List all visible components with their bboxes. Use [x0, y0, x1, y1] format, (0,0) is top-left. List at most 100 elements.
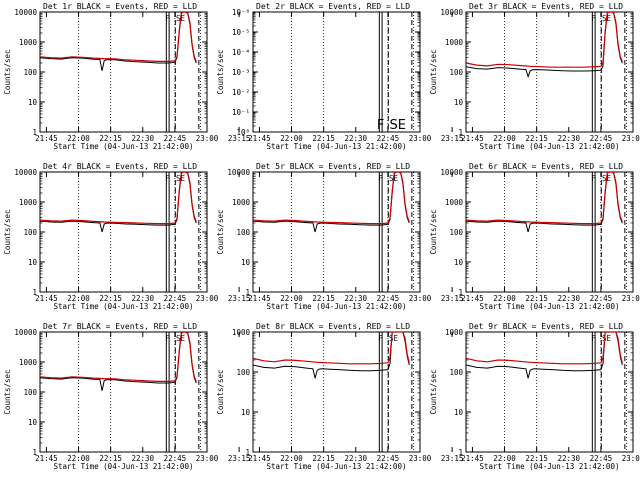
x-tick-label: 23:00 [409, 294, 432, 303]
panel-det-6r: Det 6r BLACK = Events, RED = LLD Counts/s… [429, 162, 640, 311]
x-tick-label: 22:30 [131, 454, 154, 463]
y-tick-label: 10⁻² [232, 88, 250, 97]
x-tick-label: 22:15 [99, 454, 122, 463]
x-tick-label: 23:15 [228, 134, 251, 143]
y-tick-label: 10000 [14, 168, 37, 177]
plot-frame [39, 331, 208, 453]
y-tick-label: 10⁰ [236, 128, 250, 137]
x-axis-label: Start Time (04-Jun-13 21:42:00) [54, 462, 194, 471]
y-tick-label: 1 [32, 448, 37, 457]
y-tick-label: 10000 [14, 8, 37, 17]
marker-F: F [165, 334, 170, 343]
panel-title: Det 6r BLACK = Events, RED = LLD [469, 162, 623, 171]
x-tick-label: 22:45 [377, 134, 400, 143]
y-axis-label: Counts/sec [216, 49, 225, 94]
x-tick-label: 21:45 [461, 134, 484, 143]
y-tick-label: 1000 [19, 358, 38, 367]
y-tick-label: 10000 [440, 168, 463, 177]
panel-det-4r: Det 4r BLACK = Events, RED = LLD Counts/s… [3, 162, 250, 311]
y-tick-label: 1 [458, 128, 463, 137]
y-tick-label: 10 [241, 408, 251, 417]
series-lld [466, 12, 623, 68]
plot-frame [465, 331, 634, 453]
plot-frame [39, 11, 208, 133]
series-lld [40, 332, 197, 382]
y-tick-label: 10⁻³ [232, 68, 250, 77]
panel-det-9r: Det 9r BLACK = Events, RED = LLD Counts/s… [429, 322, 640, 471]
marker-F: F [165, 174, 170, 183]
y-tick-label: 1 [32, 288, 37, 297]
x-tick-label: 22:00 [67, 454, 90, 463]
y-axis-label: Counts/sec [429, 49, 438, 94]
series-events [466, 332, 623, 379]
x-tick-label: 22:15 [525, 294, 548, 303]
marker-SE: SE [602, 334, 612, 343]
y-tick-label: 1 [245, 288, 250, 297]
y-tick-label: 10 [454, 98, 464, 107]
x-tick-label: 22:30 [557, 134, 580, 143]
y-tick-label: 100 [23, 68, 37, 77]
panel-title: Det 3r BLACK = Events, RED = LLD [469, 2, 623, 11]
y-tick-label: 10 [28, 418, 38, 427]
y-tick-label: 1 [32, 128, 37, 137]
y-tick-label: 1 [458, 288, 463, 297]
series-events [40, 12, 197, 71]
x-tick-label: 22:30 [557, 294, 580, 303]
panel-title: Det 7r BLACK = Events, RED = LLD [43, 322, 197, 331]
y-tick-label: 100 [23, 388, 37, 397]
x-tick-label: 23:00 [196, 294, 219, 303]
marker-F: F [378, 334, 383, 343]
y-tick-label: 10 [454, 408, 464, 417]
y-tick-label: 100 [236, 228, 250, 237]
x-tick-label: 23:00 [196, 454, 219, 463]
x-tick-label: 23:00 [196, 134, 219, 143]
x-axis-label: Start Time (04-Jun-13 21:42:00) [267, 462, 407, 471]
y-tick-label: 1000 [445, 38, 464, 47]
x-axis-label: Start Time (04-Jun-13 21:42:00) [480, 142, 620, 151]
x-tick-label: 23:15 [441, 294, 464, 303]
plot-frame [465, 11, 634, 133]
x-axis-label: Start Time (04-Jun-13 21:42:00) [480, 302, 620, 311]
panel-det-3r: Det 3r BLACK = Events, RED = LLD Counts/s… [429, 2, 640, 151]
x-tick-label: 23:00 [622, 454, 640, 463]
marker-SE: SE [390, 118, 406, 133]
series-lld [253, 172, 410, 225]
series-lld [40, 12, 197, 63]
marker-F: F [377, 118, 384, 133]
x-tick-label: 21:45 [35, 294, 58, 303]
y-tick-label: 1000 [19, 38, 38, 47]
x-tick-label: 22:15 [525, 454, 548, 463]
x-tick-label: 23:00 [409, 134, 432, 143]
plot-frame [252, 11, 421, 133]
marker-F: F [591, 14, 596, 23]
x-tick-label: 22:00 [280, 294, 303, 303]
x-tick-label: 22:15 [312, 454, 335, 463]
x-tick-label: 23:15 [228, 294, 251, 303]
x-tick-label: 22:00 [280, 134, 303, 143]
panel-title: Det 5r BLACK = Events, RED = LLD [256, 162, 410, 171]
x-tick-label: 23:15 [228, 454, 251, 463]
x-axis-label: Start Time (04-Jun-13 21:42:00) [54, 142, 194, 151]
plot-frame [252, 331, 421, 453]
marker-F: F [591, 334, 596, 343]
y-tick-label: 1000 [445, 198, 464, 207]
y-tick-label: 10 [241, 258, 251, 267]
x-axis-label: Start Time (04-Jun-13 21:42:00) [54, 302, 194, 311]
x-tick-label: 22:45 [590, 454, 613, 463]
y-tick-label: 10⁻⁴ [232, 48, 250, 57]
y-tick-label: 10 [28, 258, 38, 267]
y-tick-label: 1 [458, 448, 463, 457]
y-tick-label: 100 [449, 228, 463, 237]
x-tick-label: 23:00 [409, 454, 432, 463]
y-tick-label: 10000 [14, 328, 37, 337]
plot-frame [252, 171, 421, 293]
x-tick-label: 22:00 [493, 454, 516, 463]
series-lld [40, 172, 197, 225]
y-tick-label: 1000 [445, 328, 464, 337]
panel-det-8r: Det 8r BLACK = Events, RED = LLD Counts/s… [216, 322, 463, 471]
y-axis-label: Counts/sec [216, 369, 225, 414]
panel-title: Det 2r BLACK = Events, RED = LLD [256, 2, 410, 11]
y-tick-label: 10000 [440, 8, 463, 17]
x-tick-label: 23:00 [622, 134, 640, 143]
x-tick-label: 22:15 [99, 294, 122, 303]
